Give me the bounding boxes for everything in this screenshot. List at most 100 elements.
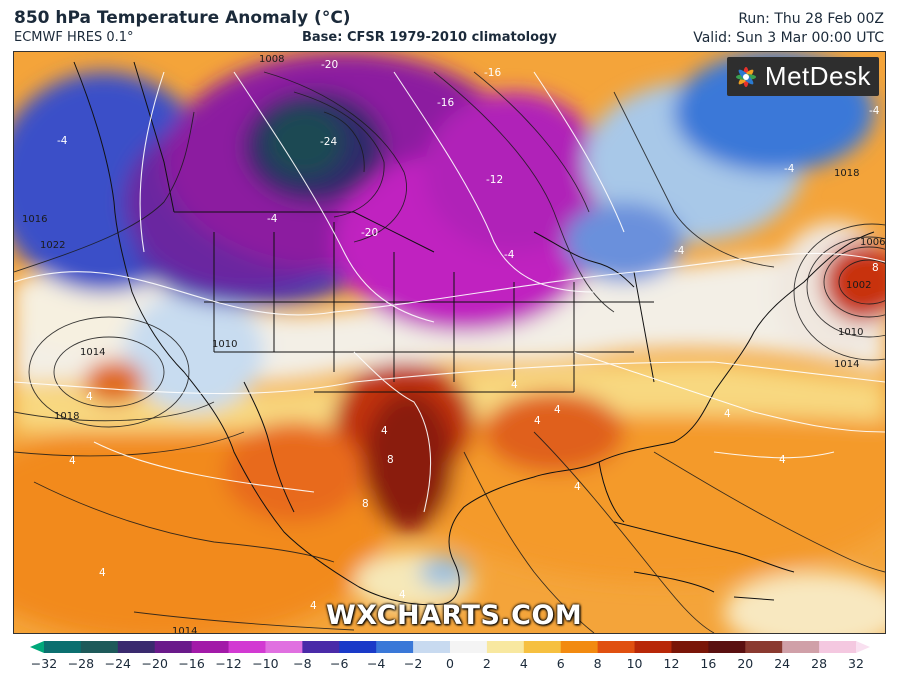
colorbar-max-arrow [856, 641, 870, 653]
metdesk-logo-text: MetDesk [764, 61, 871, 91]
run-time: Run: Thu 28 Feb 00Z [738, 11, 884, 27]
valid-time: Valid: Sun 3 Mar 00:00 UTC [693, 30, 884, 46]
colorbar-segment [228, 641, 267, 653]
anomaly-label: 8 [872, 262, 879, 274]
colorbar-segment [302, 641, 340, 653]
isobar-label: 1018 [834, 168, 859, 179]
anomaly-label: 4 [69, 455, 76, 467]
anomaly-label: 4 [574, 481, 581, 493]
colorbar-tick-label: 24 [774, 656, 791, 671]
anomaly-label: 8 [362, 498, 369, 510]
anomaly-label: 4 [511, 379, 518, 391]
isobar-label: 1010 [212, 339, 237, 350]
anomaly-label: -4 [784, 163, 795, 175]
colorbar-tick-label: −32 [30, 656, 58, 671]
colorbar-tick-label: 0 [446, 656, 454, 671]
colorbar-tick-label: 16 [700, 656, 717, 671]
anomaly-label: 4 [554, 404, 561, 416]
anomaly-label: -4 [504, 249, 515, 261]
anomaly-label: -20 [321, 59, 338, 71]
wxcharts-watermark: WXCHARTS.COM [326, 600, 583, 631]
anomaly-label: -24 [320, 136, 337, 148]
colorbar-segment [671, 641, 709, 653]
colorbar [30, 641, 870, 653]
colorbar-tick-label: 8 [593, 656, 602, 671]
anomaly-label: -20 [361, 227, 378, 239]
metdesk-flower-icon [735, 66, 756, 87]
metdesk-logo: MetDesk [726, 57, 879, 96]
colorbar-segment [339, 641, 377, 653]
isobar-label: 1008 [259, 54, 284, 65]
anomaly-label: 4 [86, 391, 93, 403]
anomaly-label: 4 [310, 600, 317, 612]
colorbar-segment [44, 641, 82, 653]
colorbar-segment [708, 641, 746, 653]
climatology-base: Base: CFSR 1979-2010 climatology [302, 30, 557, 45]
isobar-label: 1022 [40, 240, 65, 251]
anomaly-map: 1008 1016 1014 1010 1018 1018 1006 1002 … [13, 51, 886, 634]
isobar-label: 1018 [54, 411, 79, 422]
anomaly-label: -4 [267, 213, 278, 225]
colorbar-tick-label: −4 [366, 656, 386, 671]
colorbar-tick-label: 4 [519, 656, 528, 671]
colorbar-tick-label: 32 [848, 656, 864, 671]
anomaly-label: -4 [57, 135, 68, 147]
colorbar-segment [597, 641, 636, 653]
colorbar-segment [117, 641, 156, 653]
colorbar-tick-label: 2 [482, 656, 491, 671]
colorbar-tick-label: 28 [811, 656, 828, 671]
anomaly-label: 4 [99, 567, 106, 579]
colorbar-tick-label: −28 [67, 656, 95, 671]
colorbar-tick-label: −20 [141, 656, 168, 671]
colorbar-segment [745, 641, 783, 653]
colorbar-tick-label: 10 [626, 656, 643, 671]
colorbar-segment [191, 641, 230, 653]
anomaly-label: -16 [437, 97, 454, 109]
isobar-label: 1002 [846, 280, 871, 291]
colorbar-min-arrow [30, 641, 44, 653]
anomaly-label: 4 [534, 415, 541, 427]
colorbar-tick-label: −6 [330, 656, 349, 671]
colorbar-tick-label: 20 [737, 656, 754, 671]
colorbar-tick-label: 6 [556, 656, 565, 671]
anomaly-labels: -20 -16 -16 -24 -12 -20 -4 -4 -4 -4 -4 -… [57, 59, 880, 612]
colorbar-segment [782, 641, 820, 653]
anomaly-label: 8 [387, 454, 394, 466]
chart-title: 850 hPa Temperature Anomaly (°C) [14, 8, 351, 28]
colorbar-segment [413, 641, 451, 653]
colorbar-tick-label: 12 [663, 656, 680, 671]
anomaly-label: -4 [869, 105, 880, 117]
colorbar-tick-label: −12 [215, 656, 242, 671]
colorbar-tick-label: −8 [293, 656, 312, 671]
isobar-label: 1006 [860, 237, 885, 248]
isobar-label: 1016 [22, 214, 47, 225]
isobar-label: 1014 [80, 347, 105, 358]
model-subtitle: ECMWF HRES 0.1° [14, 30, 134, 45]
anomaly-label: 4 [779, 454, 786, 466]
isobar-label: 1010 [838, 327, 863, 338]
colorbar-segment [486, 641, 525, 653]
anomaly-label: -16 [484, 67, 501, 79]
anomaly-label: 4 [724, 408, 731, 420]
colorbar-segment [80, 641, 119, 653]
colorbar-tick-label: −2 [403, 656, 423, 671]
isobar-label: 1014 [834, 359, 859, 370]
colorbar-segment [265, 641, 303, 653]
isobar-labels: 1008 1016 1014 1010 1018 1018 1006 1002 … [22, 54, 885, 633]
map-canvas: 1008 1016 1014 1010 1018 1018 1006 1002 … [14, 52, 885, 633]
colorbar-segment [376, 641, 414, 653]
colorbar-tick-label: −16 [178, 656, 205, 671]
colorbar-ticks: −32 −28 −24 −20 −16 −12 −10 −8 −6 −4 −2 0 2 4 6 8 10 12 16… [30, 656, 870, 674]
colorbar-segment [450, 641, 488, 653]
anomaly-label: -12 [486, 174, 503, 186]
colorbar-segment [634, 641, 673, 653]
colorbar-tick-label: −10 [252, 656, 279, 671]
colorbar-segment [523, 641, 562, 653]
colorbar-tick-label: −24 [104, 656, 132, 671]
anomaly-label: -4 [674, 245, 685, 257]
isobar-label: 1014 [172, 626, 197, 633]
colorbar-segment [154, 641, 193, 653]
anomaly-label: 4 [381, 425, 388, 437]
colorbar-segment [560, 641, 599, 653]
colorbar-segment [819, 641, 857, 653]
